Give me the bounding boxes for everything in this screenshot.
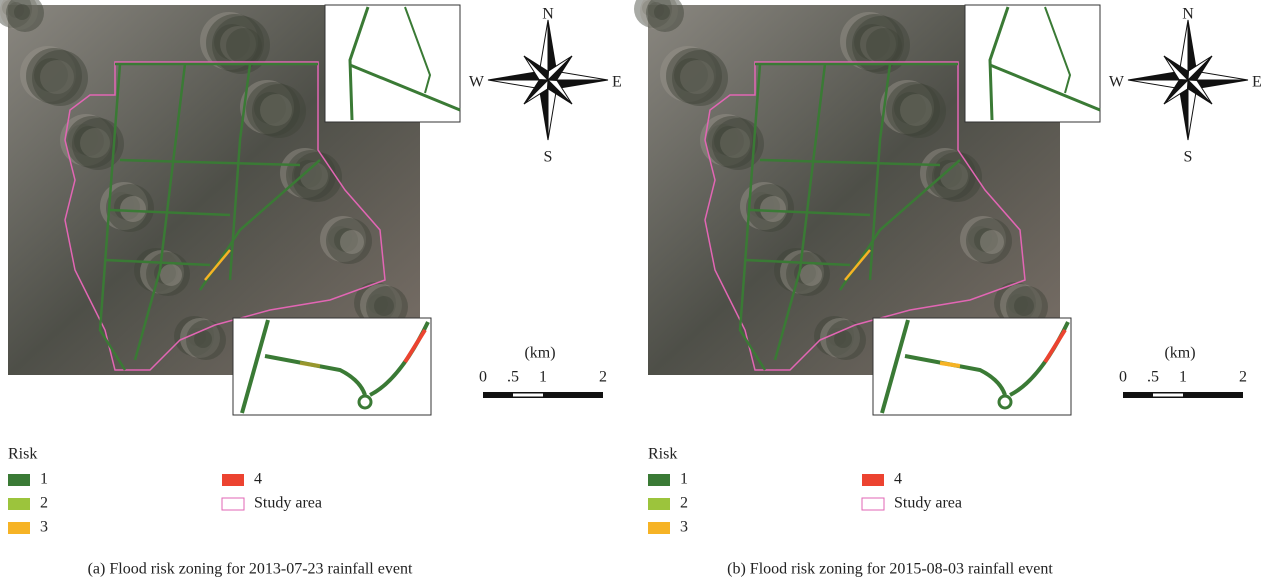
compass-n: N — [542, 6, 554, 23]
scale-tick-label: .5 — [507, 369, 519, 386]
legend-swatch — [648, 498, 670, 510]
legend-swatch — [862, 498, 884, 510]
compass-s: S — [1184, 149, 1193, 166]
compass-n: N — [1182, 6, 1194, 23]
legend-label: Study area — [254, 495, 322, 512]
legend-swatch — [222, 498, 244, 510]
scale-tick-label: 2 — [599, 369, 607, 386]
figure: NESW(km)0.512Risk1234Study area(a) Flood… — [0, 0, 1261, 586]
caption: (b) Flood risk zoning for 2015-08-03 rai… — [727, 561, 1053, 578]
terrain — [826, 320, 866, 360]
compass-w: W — [1109, 74, 1125, 91]
legend-label: 1 — [680, 471, 688, 488]
legend-swatch — [222, 474, 244, 486]
legend-swatch — [862, 474, 884, 486]
scale-tick-label: 0 — [1119, 369, 1127, 386]
scale-tick-label: 2 — [1239, 369, 1247, 386]
compass-e: E — [612, 74, 622, 91]
scale-tick-label: 1 — [1179, 369, 1187, 386]
legend-label: 3 — [40, 519, 48, 536]
terrain — [866, 28, 902, 64]
legend-swatch — [8, 498, 30, 510]
inset-top — [325, 5, 460, 122]
legend-title: Risk — [8, 446, 37, 463]
compass-e: E — [1252, 74, 1261, 91]
scale-tick-label: .5 — [1147, 369, 1159, 386]
legend-label: 1 — [40, 471, 48, 488]
compass-s: S — [544, 149, 553, 166]
legend-label: Study area — [894, 495, 962, 512]
legend-swatch — [8, 522, 30, 534]
terrain — [800, 264, 822, 286]
caption: (a) Flood risk zoning for 2013-07-23 rai… — [88, 561, 413, 578]
terrain — [226, 28, 262, 64]
terrain — [160, 264, 182, 286]
legend-swatch — [648, 474, 670, 486]
legend-label: 4 — [254, 471, 262, 488]
inset-top — [965, 5, 1100, 122]
legend-title: Risk — [648, 446, 677, 463]
terrain — [760, 196, 786, 222]
terrain — [120, 196, 146, 222]
terrain — [980, 230, 1004, 254]
legend-label: 2 — [40, 495, 48, 512]
legend-label: 2 — [680, 495, 688, 512]
scale-tick-label: 0 — [479, 369, 487, 386]
compass-w: W — [469, 74, 485, 91]
legend-swatch — [648, 522, 670, 534]
scale-unit: (km) — [524, 345, 555, 362]
terrain — [32, 50, 88, 106]
terrain — [186, 320, 226, 360]
legend-label: 3 — [680, 519, 688, 536]
legend-label: 4 — [894, 471, 902, 488]
scale-bar — [1153, 394, 1183, 397]
scale-tick-label: 1 — [539, 369, 547, 386]
scale-unit: (km) — [1164, 345, 1195, 362]
terrain — [672, 50, 728, 106]
terrain — [252, 84, 306, 138]
scale-bar — [513, 394, 543, 397]
terrain — [340, 230, 364, 254]
legend-swatch — [8, 474, 30, 486]
terrain — [892, 84, 946, 138]
